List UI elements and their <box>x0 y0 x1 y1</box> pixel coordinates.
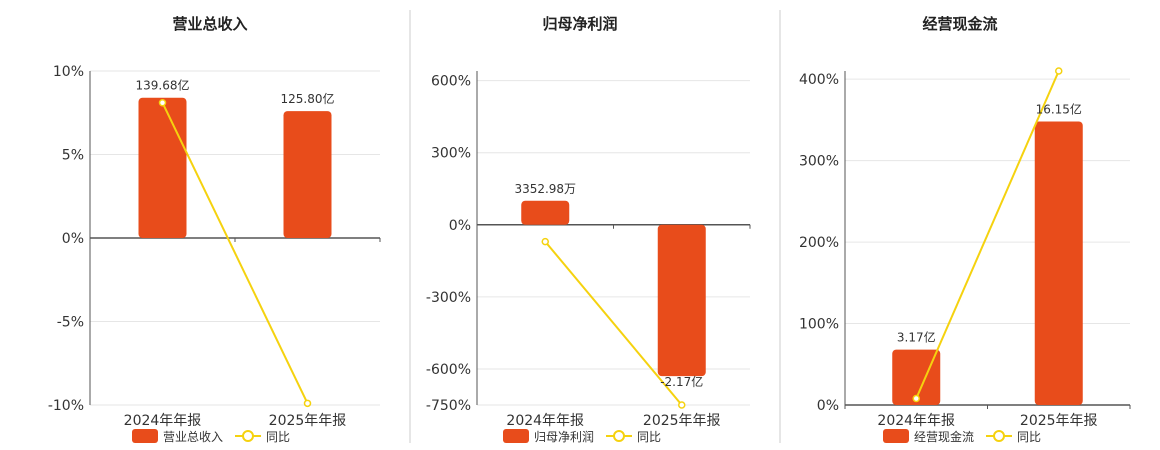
legend-label: 营业总收入 <box>163 430 223 444</box>
data-label: 16.15亿 <box>1036 102 1082 117</box>
x-tick-label: 2024年年报 <box>124 413 202 429</box>
legend-label: 同比 <box>637 430 661 444</box>
chart-title: 经营现金流 <box>922 15 997 33</box>
y-tick-label: 300% <box>799 154 839 170</box>
yoy-point <box>158 98 167 107</box>
y-tick-label: -300% <box>426 290 471 306</box>
bar <box>657 224 706 377</box>
y-tick-label: -750% <box>426 398 471 414</box>
y-tick-label: 100% <box>799 317 839 333</box>
x-tick-label: 2025年年报 <box>1020 413 1098 429</box>
data-label: 139.68亿 <box>136 78 190 93</box>
y-tick-label: -10% <box>48 398 84 414</box>
y-tick-label: 5% <box>62 148 84 164</box>
bar <box>283 111 332 238</box>
y-tick-label: 0% <box>817 398 839 414</box>
x-tick-label: 2024年年报 <box>877 413 955 429</box>
yoy-line <box>161 102 309 404</box>
legend-label: 同比 <box>1017 430 1041 444</box>
bar <box>521 200 570 225</box>
legend-swatch-bar <box>132 429 158 443</box>
y-tick-label: 10% <box>53 64 84 80</box>
chart-title: 营业总收入 <box>172 15 247 33</box>
bar <box>138 97 187 238</box>
legend-swatch-bar <box>883 429 909 443</box>
bar <box>1034 121 1083 405</box>
data-label: 3352.98万 <box>514 182 576 196</box>
y-tick-label: 600% <box>431 74 471 90</box>
y-tick-label: 300% <box>431 146 471 162</box>
yoy-line <box>544 240 683 406</box>
y-tick-label: 0% <box>62 231 84 247</box>
chart-title: 归母净利润 <box>542 15 617 33</box>
legend-label: 同比 <box>266 430 290 444</box>
data-label: -2.17亿 <box>660 374 703 389</box>
data-label: 3.17亿 <box>897 330 936 345</box>
y-tick-label: 200% <box>799 235 839 251</box>
y-tick-label: -600% <box>426 362 471 378</box>
y-tick-label: -5% <box>57 315 84 331</box>
yoy-point <box>303 399 312 408</box>
legend-label: 归母净利润 <box>534 430 594 444</box>
legend-swatch-bar <box>503 429 529 443</box>
legend-swatch-marker <box>242 430 254 442</box>
bar <box>892 349 941 405</box>
y-tick-label: 0% <box>449 218 471 234</box>
x-tick-label: 2025年年报 <box>269 413 347 429</box>
legend-label: 经营现金流 <box>914 429 974 444</box>
legend-swatch-marker <box>613 430 625 442</box>
x-tick-label: 2025年年报 <box>643 413 721 429</box>
legend-swatch-marker <box>993 430 1005 442</box>
data-label: 125.80亿 <box>281 91 335 106</box>
yoy-line <box>915 70 1060 399</box>
yoy-point <box>1055 67 1063 75</box>
yoy-point <box>678 401 686 409</box>
y-tick-label: 400% <box>799 72 839 88</box>
yoy-point <box>912 394 920 403</box>
yoy-point <box>541 237 549 246</box>
x-tick-label: 2024年年报 <box>506 413 584 429</box>
